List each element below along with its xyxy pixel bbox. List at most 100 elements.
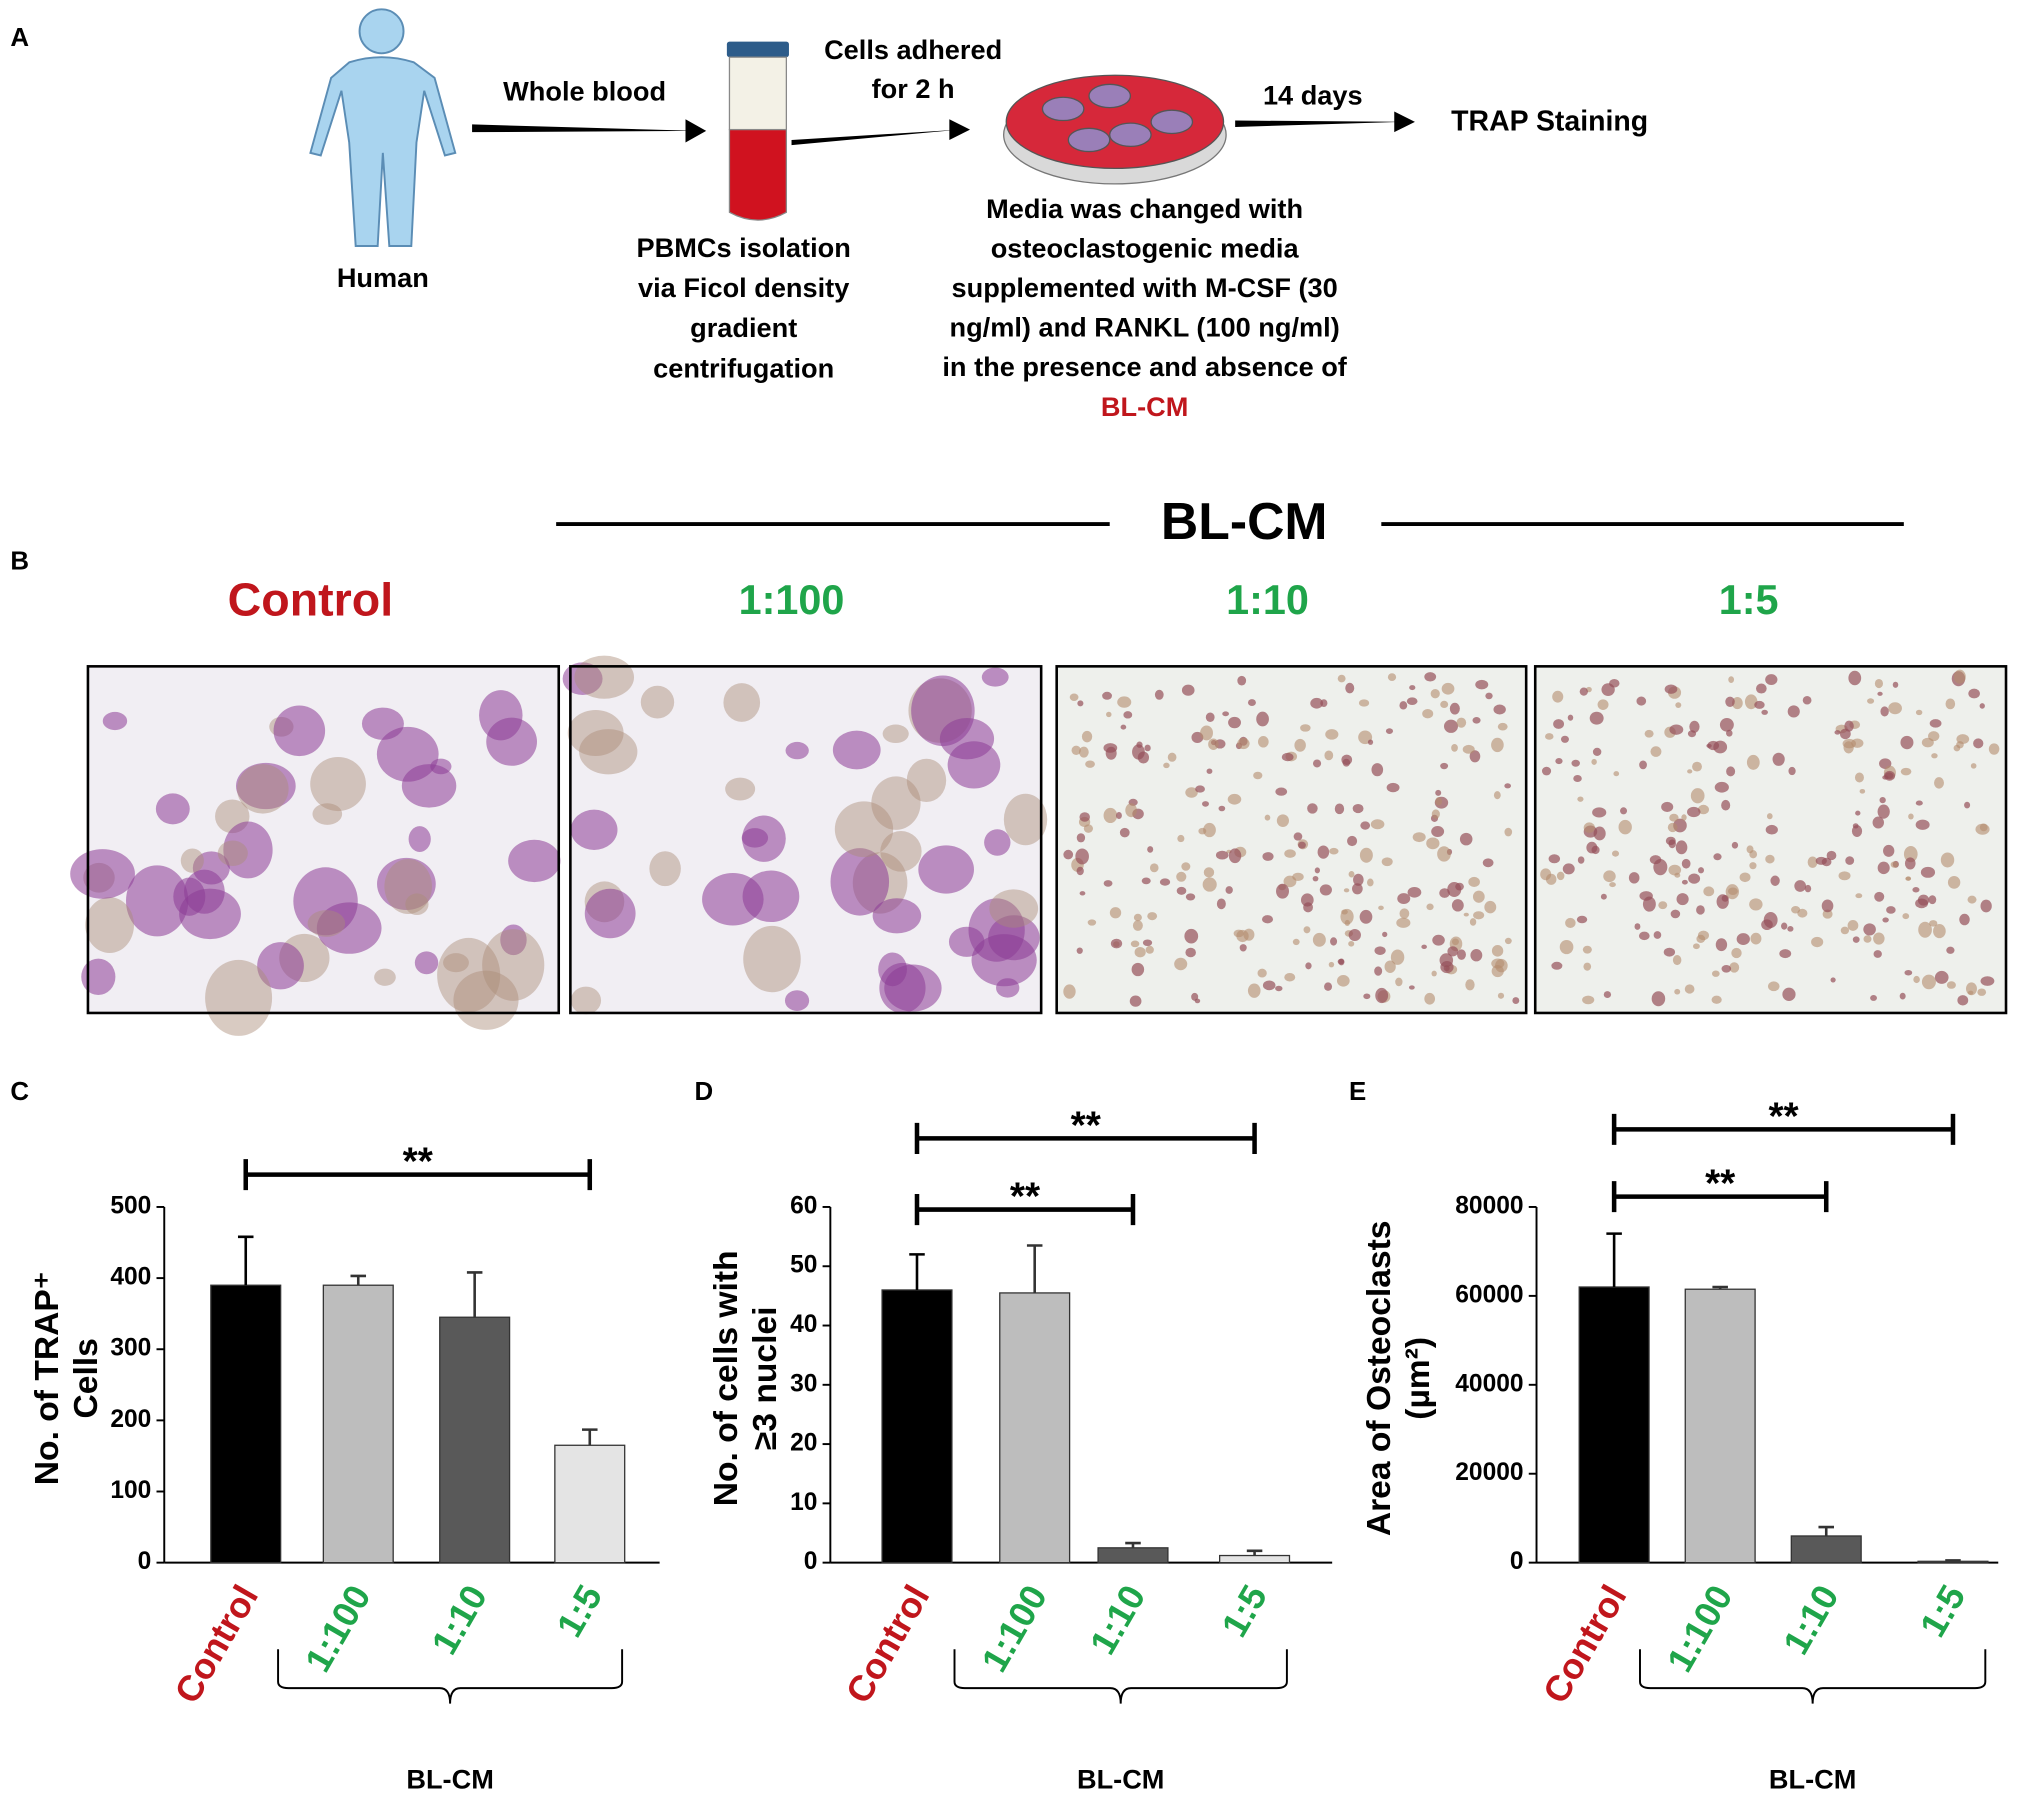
cell	[1653, 858, 1668, 876]
cell	[1470, 949, 1483, 962]
cell	[1754, 700, 1765, 709]
cell	[1848, 670, 1862, 686]
cell	[1851, 825, 1863, 838]
cell	[1669, 813, 1679, 822]
cell	[1003, 793, 1048, 846]
cell	[1715, 938, 1728, 952]
cell	[1658, 901, 1668, 910]
cell	[1639, 760, 1647, 770]
cell	[1264, 814, 1271, 821]
cell	[1884, 770, 1896, 781]
cell	[1552, 690, 1564, 703]
y-axis-label: No. of cells with	[708, 1250, 745, 1506]
cell	[570, 809, 618, 850]
error-bar	[466, 1271, 483, 1318]
cell	[1384, 960, 1396, 974]
cell	[1129, 995, 1142, 1007]
cell	[1177, 834, 1185, 843]
cell	[1555, 757, 1563, 765]
cell	[1573, 774, 1582, 782]
cell	[1485, 692, 1493, 700]
y-tick-label: 80000	[1455, 1192, 1523, 1219]
cell	[1591, 845, 1600, 855]
cell	[1929, 920, 1938, 927]
cell	[1844, 720, 1854, 732]
y-tick-label: 100	[110, 1477, 151, 1504]
cell	[1577, 796, 1584, 802]
cell	[1821, 899, 1834, 913]
cell	[1571, 759, 1580, 767]
step-label: PBMCs isolation	[637, 232, 851, 263]
cell	[1313, 759, 1322, 768]
cell	[85, 897, 134, 954]
cell	[1338, 958, 1345, 966]
cell	[1141, 877, 1151, 885]
cell	[1945, 698, 1956, 710]
cell	[1370, 819, 1385, 830]
micrograph	[1533, 665, 2008, 1015]
cell	[1711, 970, 1720, 977]
micrograph	[70, 665, 561, 1036]
cell	[1202, 801, 1209, 807]
cell	[1713, 853, 1722, 861]
cell	[1908, 813, 1914, 820]
cell	[1120, 724, 1127, 730]
significance-bracket	[914, 1194, 1136, 1226]
cell	[1988, 743, 2000, 755]
bar	[439, 1316, 511, 1564]
cell	[1696, 934, 1706, 944]
cell	[1874, 678, 1884, 689]
x-tick-label: 1:100	[973, 1578, 1055, 1679]
condition-label: 1:5	[1719, 577, 1779, 623]
cell	[1644, 729, 1654, 738]
cell	[1341, 909, 1348, 915]
cell	[649, 851, 681, 887]
human-label: Human	[337, 262, 429, 293]
micrograph-frame	[569, 665, 1043, 1015]
cell	[723, 683, 761, 722]
cell	[1314, 867, 1320, 874]
condition-label: 1:100	[739, 577, 845, 623]
step-label: 14 days	[1263, 79, 1363, 110]
cell	[1387, 673, 1397, 682]
cell	[1482, 858, 1494, 868]
significance-bracket	[1611, 1181, 1829, 1213]
cell	[1847, 920, 1859, 931]
x-tick-label: 1:100	[1659, 1578, 1741, 1679]
cell	[1612, 850, 1620, 857]
cell	[1330, 937, 1338, 946]
cell	[1347, 835, 1358, 847]
x-tick-label: Control	[1535, 1578, 1635, 1710]
panel-letter: B	[10, 548, 29, 576]
cell	[562, 662, 603, 696]
cell	[1687, 806, 1701, 818]
cell	[989, 889, 1039, 928]
cell	[1675, 840, 1688, 855]
micrograph-frame	[86, 665, 561, 1015]
cell	[1714, 781, 1729, 793]
cell	[1076, 947, 1083, 954]
cell	[1329, 847, 1339, 855]
cell	[1956, 741, 1964, 749]
cell	[725, 777, 756, 801]
cell	[1979, 823, 1988, 832]
cell	[1756, 683, 1767, 694]
cell	[1283, 875, 1297, 888]
group-label: BL-CM	[1769, 1763, 1856, 1794]
cell	[1262, 852, 1274, 861]
cell	[312, 803, 343, 825]
cell	[1406, 697, 1418, 705]
cell	[1144, 744, 1151, 752]
cell	[180, 848, 204, 873]
cell	[1744, 694, 1758, 710]
cell	[1560, 735, 1569, 743]
cell	[1766, 813, 1773, 820]
x-tick-label: Control	[166, 1578, 266, 1710]
error-bar	[1712, 1285, 1728, 1290]
micrograph	[1055, 665, 1528, 1015]
y-tick-label: 40000	[1455, 1370, 1523, 1397]
cell	[1872, 816, 1884, 829]
cell	[1431, 970, 1437, 977]
cell	[1979, 703, 1985, 709]
cell	[1811, 936, 1824, 948]
